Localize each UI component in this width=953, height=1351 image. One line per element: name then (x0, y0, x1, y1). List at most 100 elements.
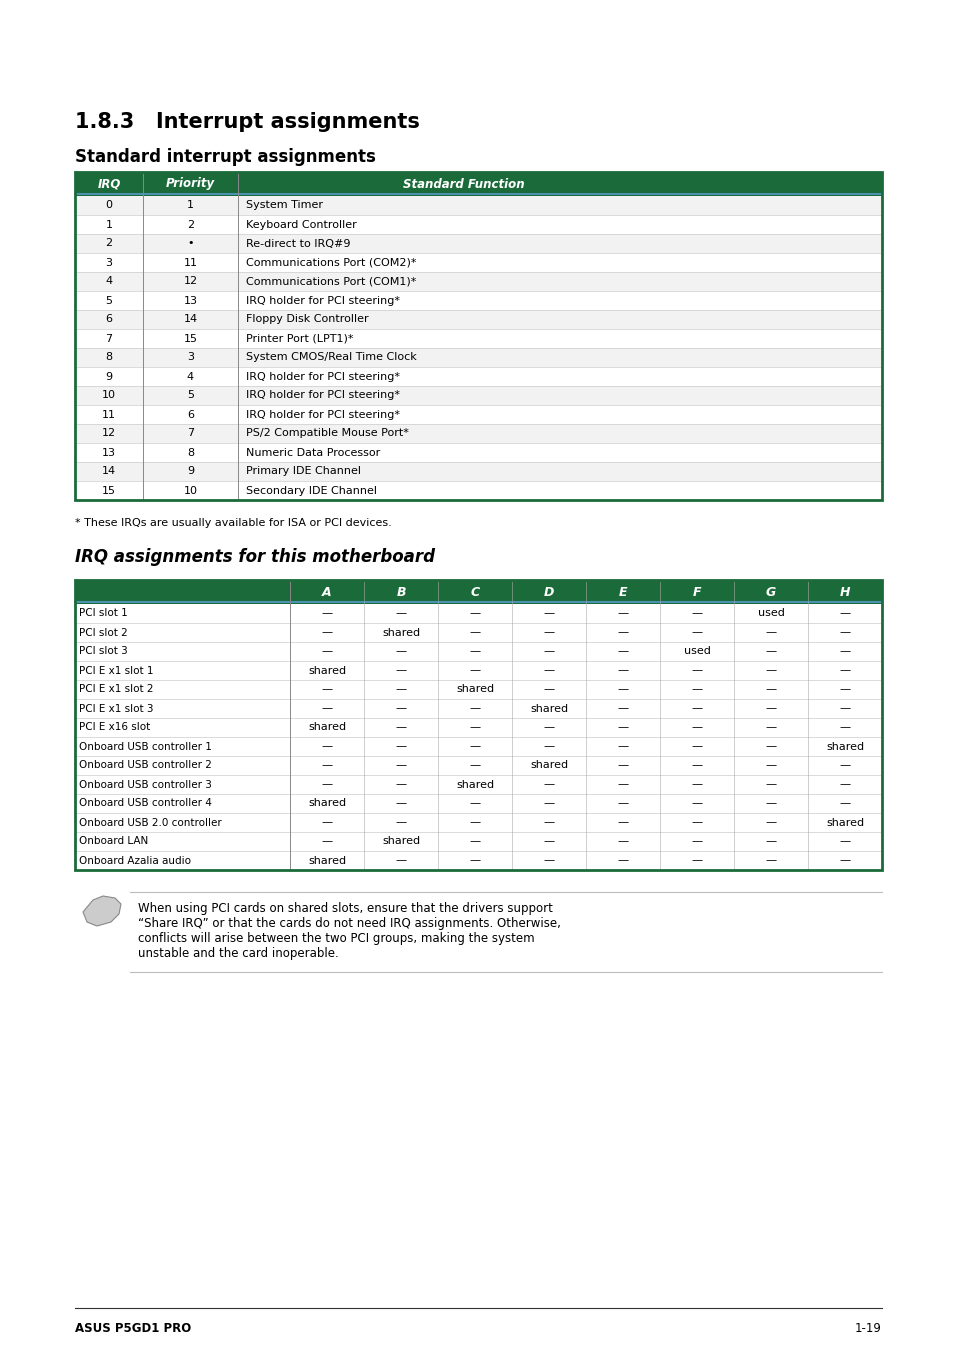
Text: —: — (691, 836, 701, 847)
Text: —: — (617, 798, 628, 808)
Text: —: — (321, 836, 333, 847)
Text: —: — (469, 666, 480, 676)
Text: D: D (543, 585, 554, 598)
Text: PCI E x1 slot 1: PCI E x1 slot 1 (79, 666, 153, 676)
Text: —: — (617, 608, 628, 619)
Text: —: — (617, 666, 628, 676)
Bar (75, 481, 882, 500)
Bar (75, 386, 882, 405)
Text: —: — (543, 608, 554, 619)
Text: 9: 9 (187, 466, 193, 477)
Text: —: — (321, 685, 333, 694)
Text: —: — (321, 761, 333, 770)
Bar (75, 580, 882, 870)
Text: —: — (321, 704, 333, 713)
Text: Standard interrupt assignments: Standard interrupt assignments (75, 149, 375, 166)
Text: —: — (617, 761, 628, 770)
Text: —: — (839, 836, 850, 847)
Text: —: — (543, 685, 554, 694)
Text: —: — (691, 608, 701, 619)
Text: —: — (617, 627, 628, 638)
Text: —: — (469, 798, 480, 808)
Text: —: — (321, 627, 333, 638)
Text: —: — (543, 836, 554, 847)
Text: 1: 1 (106, 219, 112, 230)
Text: —: — (543, 798, 554, 808)
Text: 4: 4 (187, 372, 193, 381)
Text: —: — (395, 608, 406, 619)
Text: —: — (764, 742, 776, 751)
Text: PCI slot 3: PCI slot 3 (79, 647, 128, 657)
Text: shared: shared (381, 836, 419, 847)
Text: —: — (617, 723, 628, 732)
Text: —: — (395, 798, 406, 808)
Text: Communications Port (COM1)*: Communications Port (COM1)* (246, 277, 416, 286)
Text: used: used (757, 608, 783, 619)
Text: System Timer: System Timer (246, 200, 323, 211)
Text: —: — (543, 742, 554, 751)
Text: IRQ holder for PCI steering*: IRQ holder for PCI steering* (246, 296, 399, 305)
Text: Communications Port (COM2)*: Communications Port (COM2)* (246, 258, 416, 267)
Bar (75, 580, 882, 604)
Text: 3: 3 (187, 353, 193, 362)
Text: —: — (617, 855, 628, 866)
Text: —: — (395, 704, 406, 713)
Text: System CMOS/Real Time Clock: System CMOS/Real Time Clock (246, 353, 416, 362)
Text: PCI slot 1: PCI slot 1 (79, 608, 128, 619)
Text: 6: 6 (106, 315, 112, 324)
Text: —: — (469, 761, 480, 770)
Text: —: — (395, 761, 406, 770)
Text: —: — (839, 627, 850, 638)
Text: —: — (321, 780, 333, 789)
Text: shared: shared (456, 685, 494, 694)
Text: —: — (764, 647, 776, 657)
Text: —: — (617, 647, 628, 657)
Text: PS/2 Compatible Mouse Port*: PS/2 Compatible Mouse Port* (246, 428, 409, 439)
Text: Priority: Priority (166, 177, 214, 190)
Text: —: — (691, 761, 701, 770)
Text: —: — (395, 742, 406, 751)
Bar (75, 309, 882, 330)
Text: Onboard USB controller 1: Onboard USB controller 1 (79, 742, 212, 751)
Text: —: — (764, 817, 776, 828)
Text: —: — (469, 608, 480, 619)
Text: 4: 4 (106, 277, 112, 286)
Text: IRQ holder for PCI steering*: IRQ holder for PCI steering* (246, 409, 399, 420)
Text: —: — (764, 685, 776, 694)
Text: —: — (617, 704, 628, 713)
Text: —: — (543, 647, 554, 657)
Text: Standard Function: Standard Function (402, 177, 523, 190)
Text: shared: shared (308, 855, 346, 866)
Text: —: — (691, 627, 701, 638)
Text: —: — (321, 647, 333, 657)
Text: —: — (469, 723, 480, 732)
Text: Onboard USB controller 4: Onboard USB controller 4 (79, 798, 212, 808)
Text: 14: 14 (183, 315, 197, 324)
Text: —: — (764, 723, 776, 732)
Text: —: — (691, 704, 701, 713)
Text: —: — (764, 761, 776, 770)
Bar (75, 462, 882, 481)
Text: —: — (543, 780, 554, 789)
Text: —: — (395, 666, 406, 676)
Text: 9: 9 (106, 372, 112, 381)
Text: 0: 0 (106, 200, 112, 211)
Text: IRQ holder for PCI steering*: IRQ holder for PCI steering* (246, 390, 399, 400)
Bar (75, 330, 882, 349)
Text: —: — (321, 608, 333, 619)
Text: —: — (691, 685, 701, 694)
Text: —: — (839, 798, 850, 808)
Text: 8: 8 (106, 353, 112, 362)
Text: —: — (617, 836, 628, 847)
Text: Onboard Azalia audio: Onboard Azalia audio (79, 855, 191, 866)
Text: —: — (543, 627, 554, 638)
Text: 1-19: 1-19 (854, 1323, 882, 1335)
Text: —: — (395, 647, 406, 657)
Text: —: — (617, 742, 628, 751)
Text: —: — (764, 666, 776, 676)
Text: —: — (395, 723, 406, 732)
Text: —: — (469, 704, 480, 713)
Text: —: — (764, 627, 776, 638)
Text: —: — (617, 685, 628, 694)
Text: 8: 8 (187, 447, 193, 458)
